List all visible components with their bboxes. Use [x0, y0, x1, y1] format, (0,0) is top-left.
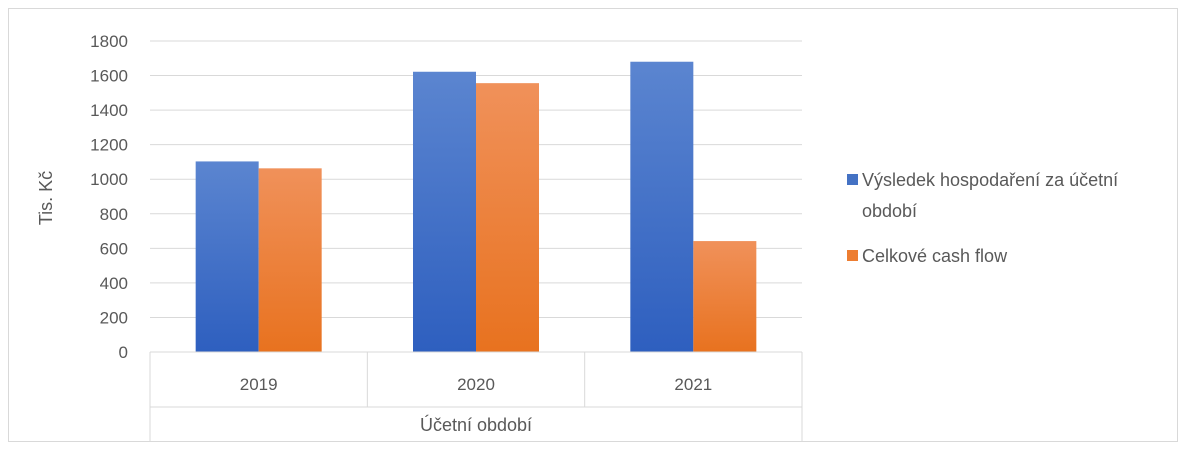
y-tick-label: 800 — [100, 205, 128, 224]
y-tick-label: 1600 — [90, 67, 128, 86]
legend: Výsledek hospodaření za účetní období Celk… — [847, 170, 1118, 266]
bar-cash-flow-2019 — [258, 168, 322, 352]
legend-swatch — [847, 250, 858, 261]
x-axis-title: Účetní období — [420, 414, 532, 435]
legend-swatch — [847, 174, 858, 185]
bar-vysledek-2019 — [195, 161, 259, 352]
legend-label: Výsledek hospodaření za účetní — [862, 170, 1118, 190]
y-tick-label: 1800 — [90, 32, 128, 51]
y-axis-title: Tis. Kč — [36, 171, 56, 225]
y-tick-label: 400 — [100, 274, 128, 293]
y-tick-label: 1200 — [90, 136, 128, 155]
y-tick-label: 600 — [100, 239, 128, 258]
bar-vysledek-2020 — [413, 71, 476, 352]
bar-cash-flow-2021 — [693, 241, 757, 352]
x-tick-label: 2020 — [457, 375, 495, 394]
x-tick-label: 2019 — [240, 375, 278, 394]
bar-cash-flow-2020 — [476, 83, 539, 352]
x-tick-label: 2021 — [674, 375, 712, 394]
bar-vysledek-2021 — [630, 61, 694, 352]
bars — [195, 61, 757, 352]
y-tick-label: 1400 — [90, 101, 128, 120]
y-tick-label: 1000 — [90, 170, 128, 189]
axes: 0 200 400 600 800 1000 1200 1400 1600 1800 2019 202… — [90, 32, 803, 442]
legend-label: Celkové cash flow — [862, 246, 1008, 266]
legend-label: období — [862, 201, 917, 221]
y-tick-label: 200 — [100, 308, 128, 327]
y-tick-label: 0 — [119, 343, 128, 362]
